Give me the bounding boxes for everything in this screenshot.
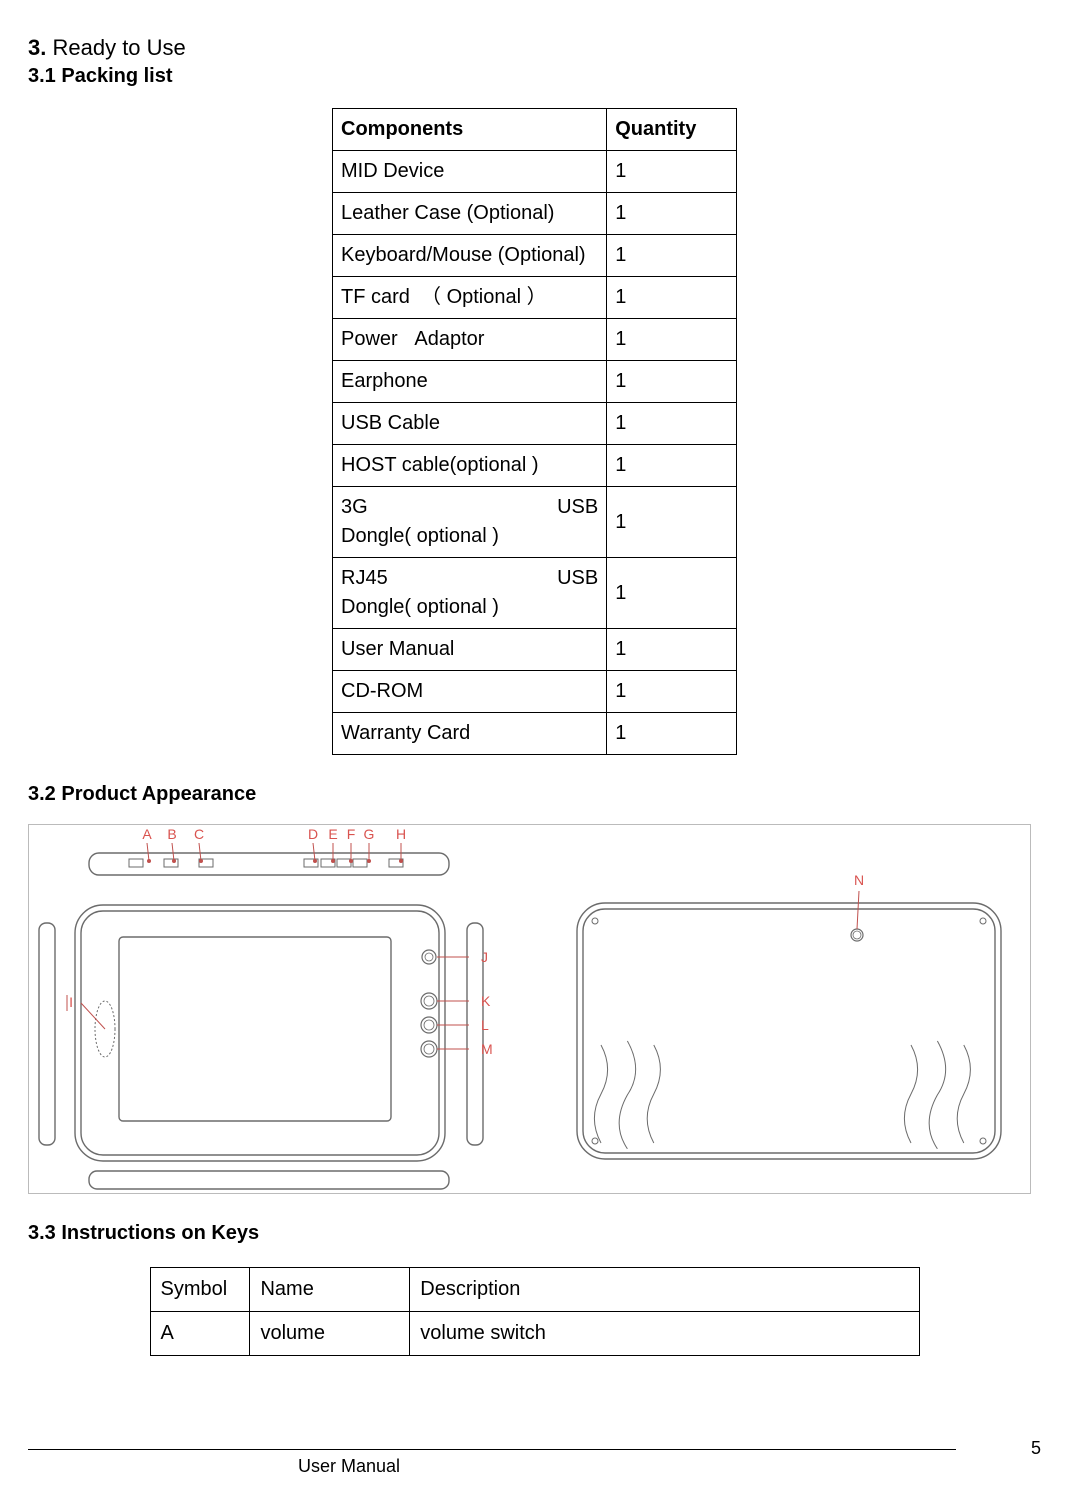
table-row: Avolumevolume switch [150,1312,919,1356]
cell-quantity: 1 [607,403,737,445]
page-number: 5 [1031,1438,1041,1459]
header-description: Description [410,1268,919,1312]
cell-symbol: A [150,1312,250,1356]
svg-text:I: I [69,994,73,1010]
svg-text:A: A [142,826,152,842]
table-row: CD-ROM1 [333,671,737,713]
cell-quantity: 1 [607,629,737,671]
table-row: User Manual1 [333,629,737,671]
cell-component: Earphone [333,361,607,403]
table-header-row: Components Quantity [333,109,737,151]
cell-quantity: 1 [607,558,737,629]
table-header-row: Symbol Name Description [150,1268,919,1312]
cell-component: CD-ROM [333,671,607,713]
product-appearance-diagram: AB C DEFG H I J KLM N [28,824,1031,1194]
table-row: TF card （ Optional ）1 [333,277,737,319]
svg-text:M: M [481,1041,493,1057]
header-quantity: Quantity [607,109,737,151]
svg-text:C: C [194,826,204,842]
subsection-3-2: 3.2 Product Appearance [28,783,1041,806]
svg-text:J: J [481,949,488,965]
cell-component: Keyboard/Mouse (Optional) [333,235,607,277]
table-row: Warranty Card1 [333,713,737,755]
header-name: Name [250,1268,410,1312]
table-row: Leather Case (Optional)1 [333,193,737,235]
cell-desc: volume switch [410,1312,919,1356]
header-symbol: Symbol [150,1268,250,1312]
section-number: 3. [28,35,46,60]
cell-quantity: 1 [607,713,737,755]
svg-text:E: E [328,826,337,842]
svg-text:G: G [364,826,375,842]
cell-quantity: 1 [607,671,737,713]
cell-component: RJ45 USBDongle( optional ) [333,558,607,629]
cell-quantity: 1 [607,235,737,277]
footer-text: User Manual [298,1456,1041,1477]
cell-quantity: 1 [607,445,737,487]
cell-component: TF card （ Optional ） [333,277,607,319]
table-row: Keyboard/Mouse (Optional)1 [333,235,737,277]
cell-name: volume [250,1312,410,1356]
svg-text:B: B [167,826,176,842]
table-row: USB Cable1 [333,403,737,445]
table-row: 3G USBDongle( optional )1 [333,487,737,558]
table-row: Power Adaptor1 [333,319,737,361]
cell-component: MID Device [333,151,607,193]
svg-text:N: N [854,872,864,888]
cell-component: HOST cable(optional ) [333,445,607,487]
cell-component: Leather Case (Optional) [333,193,607,235]
table-row: HOST cable(optional )1 [333,445,737,487]
cell-quantity: 1 [607,193,737,235]
svg-text:K: K [481,993,491,1009]
cell-quantity: 1 [607,487,737,558]
page-footer: User Manual 5 [28,1449,1041,1477]
cell-component: 3G USBDongle( optional ) [333,487,607,558]
svg-text:D: D [308,826,318,842]
section-heading: 3. Ready to Use [28,35,1041,61]
table-row: RJ45 USBDongle( optional )1 [333,558,737,629]
svg-text:L: L [481,1017,489,1033]
subsection-3-1: 3.1 Packing list [28,65,1041,88]
cell-quantity: 1 [607,277,737,319]
subsection-3-3: 3.3 Instructions on Keys [28,1222,1041,1245]
cell-quantity: 1 [607,319,737,361]
header-components: Components [333,109,607,151]
keys-table: Symbol Name Description Avolumevolume sw… [150,1267,920,1356]
svg-text:F: F [347,826,356,842]
cell-component: Power Adaptor [333,319,607,361]
cell-component: User Manual [333,629,607,671]
section-title: Ready to Use [52,35,185,60]
footer-divider [28,1449,956,1450]
table-row: Earphone1 [333,361,737,403]
svg-text:H: H [396,826,406,842]
cell-quantity: 1 [607,361,737,403]
table-row: MID Device1 [333,151,737,193]
packing-list-table: Components Quantity MID Device1Leather C… [332,108,737,755]
cell-component: USB Cable [333,403,607,445]
cell-component: Warranty Card [333,713,607,755]
cell-quantity: 1 [607,151,737,193]
